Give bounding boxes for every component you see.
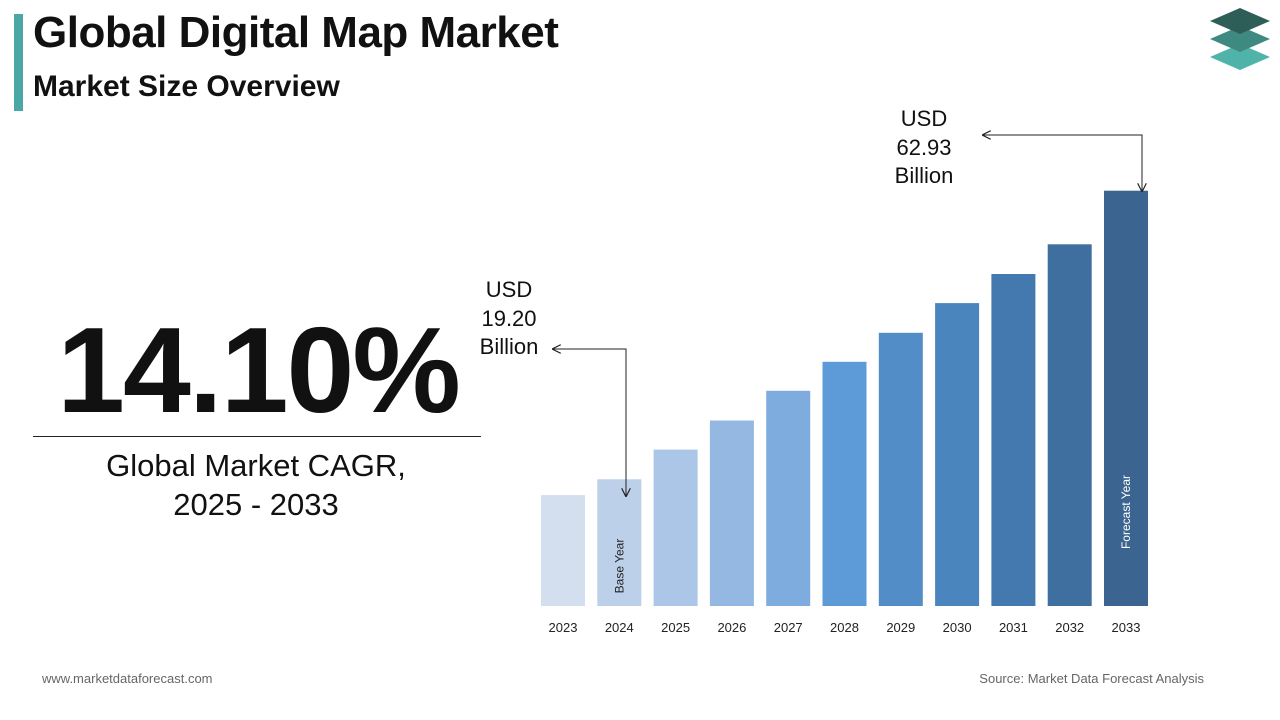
annotation-start-currency: USD bbox=[485, 277, 533, 302]
annotation-start-unit: Billion bbox=[479, 334, 539, 359]
x-tick-label-2026: 2026 bbox=[717, 620, 746, 635]
bar-2032 bbox=[1047, 244, 1092, 607]
page-title: Global Digital Map Market bbox=[33, 8, 559, 57]
annotation-end-unit: Billion bbox=[894, 163, 954, 188]
bar-2029 bbox=[878, 332, 923, 606]
page-subtitle: Market Size Overview bbox=[33, 70, 340, 103]
bar-2030 bbox=[935, 303, 980, 606]
bar-2027 bbox=[766, 390, 811, 606]
x-tick-label-2024: 2024 bbox=[605, 620, 634, 635]
bar-2031 bbox=[991, 274, 1036, 606]
x-tick-label-2028: 2028 bbox=[830, 620, 859, 635]
bar-label-2024: Base Year bbox=[612, 539, 626, 594]
x-tick-label-2031: 2031 bbox=[999, 620, 1028, 635]
bar-2023 bbox=[541, 495, 585, 606]
title-accent-bar bbox=[14, 14, 23, 111]
footer-website: www.marketdataforecast.com bbox=[42, 671, 213, 686]
cagr-label-line1: Global Market CAGR, bbox=[106, 448, 406, 483]
bar-2025 bbox=[653, 449, 698, 606]
x-tick-label-2023: 2023 bbox=[549, 620, 578, 635]
x-tick-label-2025: 2025 bbox=[661, 620, 690, 635]
x-tick-label-2029: 2029 bbox=[886, 620, 915, 635]
bar-2033 bbox=[1104, 190, 1148, 606]
annotation-start-amount: 19.20 bbox=[481, 305, 537, 331]
cagr-label: Global Market CAGR, 2025 - 2033 bbox=[33, 446, 479, 524]
logo-layer-middle bbox=[1210, 26, 1270, 52]
footer-source: Source: Market Data Forecast Analysis bbox=[979, 671, 1204, 686]
cagr-value: 14.10% bbox=[57, 302, 461, 438]
bar-label-2033: Forecast Year bbox=[1119, 475, 1133, 549]
annotation-end-arrow bbox=[983, 135, 1142, 191]
x-axis-labels: 2023 2024 2025 2026 2027 2028 2029 2030 2031 2032… bbox=[549, 620, 1141, 635]
cagr-label-line2: 2025 - 2033 bbox=[173, 487, 339, 522]
x-tick-label-2033: 2033 bbox=[1112, 620, 1141, 635]
bar-2028 bbox=[822, 361, 867, 606]
logo-layer-bottom bbox=[1210, 44, 1270, 70]
annotation-start-value: USD 19.20 Billion bbox=[469, 276, 549, 362]
x-tick-label-2030: 2030 bbox=[943, 620, 972, 635]
logo-layer-top bbox=[1210, 8, 1270, 34]
x-tick-label-2032: 2032 bbox=[1055, 620, 1084, 635]
bar-2026 bbox=[709, 420, 754, 606]
cagr-divider bbox=[33, 436, 481, 437]
annotation-end-value: USD 62.93 Billion bbox=[884, 105, 964, 191]
bars-group: Base Year Forecast Year bbox=[541, 190, 1148, 607]
annotation-end-currency: USD bbox=[900, 106, 948, 131]
bar-2024 bbox=[597, 479, 642, 606]
stacked-layers-logo-icon bbox=[1210, 8, 1270, 70]
x-tick-label-2027: 2027 bbox=[774, 620, 803, 635]
annotation-start-arrow bbox=[553, 349, 626, 496]
annotation-end-amount: 62.93 bbox=[896, 134, 952, 160]
